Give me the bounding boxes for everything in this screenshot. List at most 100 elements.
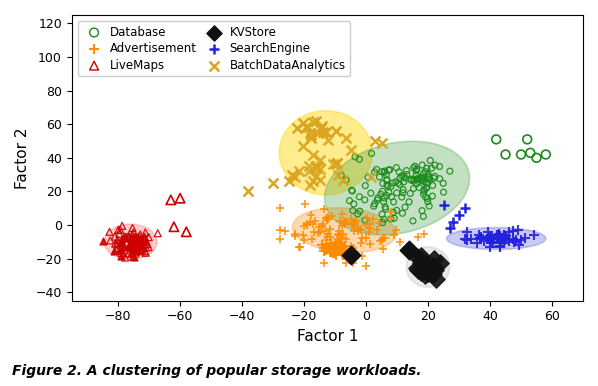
Point xyxy=(353,225,363,231)
Point xyxy=(375,174,385,180)
Point xyxy=(389,232,399,238)
Point xyxy=(361,263,370,269)
Point xyxy=(392,207,401,213)
Point xyxy=(484,234,494,240)
Point xyxy=(302,221,312,227)
Point xyxy=(377,169,386,175)
Point xyxy=(132,233,141,239)
Point xyxy=(323,214,332,220)
Point xyxy=(462,237,472,243)
Point xyxy=(120,234,129,240)
Point xyxy=(430,267,440,273)
Point xyxy=(328,246,337,252)
Point xyxy=(136,242,145,248)
Point xyxy=(132,243,142,249)
Point xyxy=(127,232,137,238)
Point xyxy=(409,176,419,182)
Point xyxy=(305,130,315,136)
Point xyxy=(475,234,485,240)
Point xyxy=(428,193,437,199)
Point xyxy=(511,237,521,243)
Point xyxy=(416,257,426,263)
Point xyxy=(389,199,398,205)
Point xyxy=(136,246,146,252)
Point xyxy=(318,129,328,135)
Point xyxy=(132,237,141,243)
Point xyxy=(323,231,332,237)
Point xyxy=(417,177,426,183)
Point xyxy=(120,235,129,242)
Point xyxy=(353,211,362,217)
Point xyxy=(435,260,445,266)
Point xyxy=(129,241,139,247)
Point xyxy=(144,244,154,251)
Point xyxy=(332,247,341,253)
Point xyxy=(412,166,422,172)
Point xyxy=(466,236,476,242)
Point xyxy=(483,235,493,242)
Point xyxy=(129,239,139,245)
Point xyxy=(313,130,323,137)
Point xyxy=(313,230,323,237)
Point xyxy=(424,173,434,179)
Point xyxy=(454,212,464,218)
Point xyxy=(413,267,422,273)
Point xyxy=(361,183,370,189)
Point xyxy=(355,156,364,163)
Point xyxy=(338,231,347,237)
Point xyxy=(416,253,426,259)
Point xyxy=(366,174,376,180)
Point xyxy=(509,239,518,245)
Point xyxy=(298,232,307,238)
Point xyxy=(377,140,386,146)
Point xyxy=(367,150,376,156)
Point xyxy=(335,218,344,224)
Point xyxy=(139,244,148,251)
Point xyxy=(314,223,324,230)
Point xyxy=(331,250,341,256)
Point xyxy=(135,234,145,240)
Point xyxy=(122,234,132,240)
Point xyxy=(445,225,454,232)
Point xyxy=(335,246,345,252)
Point xyxy=(133,242,142,249)
Point xyxy=(332,160,341,166)
Point xyxy=(487,235,497,242)
Point xyxy=(243,188,253,195)
Point xyxy=(370,169,379,175)
Point xyxy=(304,168,313,174)
Point xyxy=(432,276,441,282)
Point xyxy=(341,219,351,225)
Point xyxy=(153,230,163,236)
Point xyxy=(382,193,392,199)
Point xyxy=(133,247,142,254)
Point xyxy=(414,185,424,191)
Point xyxy=(140,234,150,240)
Point xyxy=(325,249,334,255)
Text: Figure 2. A clustering of popular storage workloads.: Figure 2. A clustering of popular storag… xyxy=(12,364,422,378)
Point xyxy=(344,198,354,204)
Point xyxy=(422,268,432,274)
Point xyxy=(338,211,347,217)
Point xyxy=(316,229,325,235)
Point xyxy=(422,185,431,191)
Point xyxy=(489,240,498,247)
Point xyxy=(448,218,457,225)
Ellipse shape xyxy=(279,111,373,195)
Point xyxy=(325,226,335,232)
Point xyxy=(369,203,379,209)
Point xyxy=(355,194,364,200)
Point xyxy=(338,252,348,258)
Point xyxy=(397,173,407,179)
Point xyxy=(401,175,410,181)
Point xyxy=(373,197,382,203)
Point xyxy=(348,245,358,251)
Point xyxy=(335,240,345,247)
Point xyxy=(425,177,435,183)
Point xyxy=(338,244,347,250)
Point xyxy=(360,197,370,203)
Point xyxy=(136,246,145,252)
Point xyxy=(379,199,389,205)
Point xyxy=(318,223,327,230)
Point xyxy=(419,231,429,237)
